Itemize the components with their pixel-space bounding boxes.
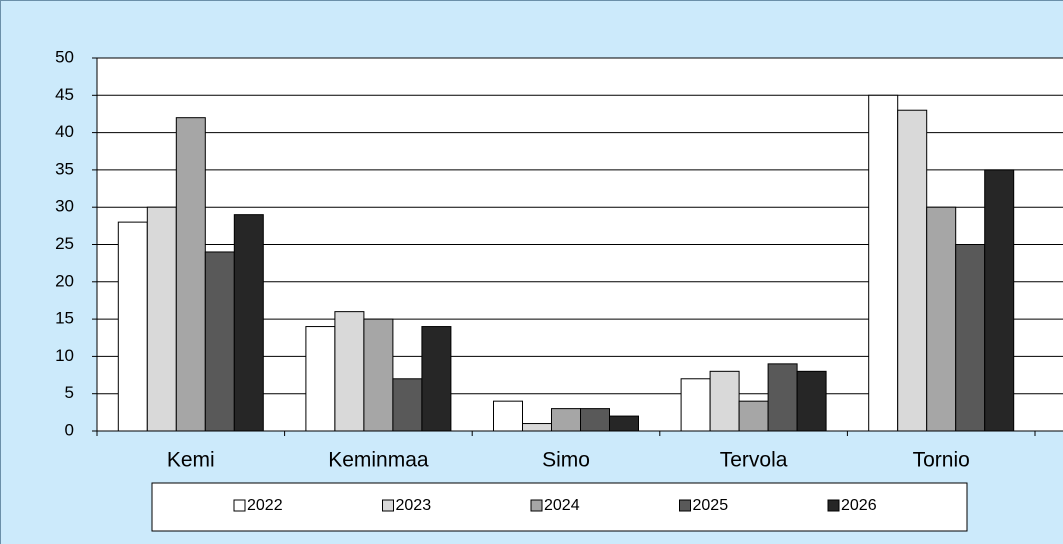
bar: [305, 326, 336, 432]
legend-swatch: [679, 499, 691, 512]
legend-label: 2026: [841, 497, 877, 514]
y-tick-label: 25: [55, 234, 74, 253]
legend-swatch: [382, 499, 394, 512]
bar: [551, 408, 581, 432]
bar: [796, 370, 827, 432]
y-tick-label: 40: [55, 122, 74, 141]
x-tick-label: Tornio: [913, 449, 970, 472]
bar: [868, 94, 899, 432]
y-tick-label: 5: [65, 383, 74, 402]
legend-swatch: [233, 499, 246, 512]
bar: [955, 244, 986, 432]
bar: [334, 311, 365, 432]
bar: [233, 214, 264, 432]
y-tick-label: 0: [65, 420, 74, 439]
bar: [897, 109, 928, 432]
legend-label: 2024: [544, 497, 580, 514]
bar: [580, 408, 610, 432]
legend-swatch: [530, 499, 543, 512]
bar: [204, 251, 235, 432]
bar: [117, 221, 148, 432]
x-tick-label: Keminmaa: [328, 449, 429, 472]
legend-label: 2023: [396, 497, 432, 514]
x-tick-label: Simo: [542, 449, 590, 472]
bar: [680, 378, 711, 432]
legend-label: 2022: [247, 497, 283, 514]
bar: [609, 415, 639, 432]
y-tick-label: 35: [55, 159, 74, 178]
legend-label: 2025: [693, 497, 729, 514]
bar: [522, 423, 552, 432]
bar: [709, 370, 740, 432]
x-tick-label: Kemi: [167, 449, 215, 472]
y-tick-label: 15: [55, 309, 74, 328]
bar: [738, 400, 769, 432]
bar: [767, 363, 798, 432]
y-tick-label: 10: [55, 346, 74, 365]
bar: [421, 326, 452, 432]
y-tick-label: 30: [55, 197, 74, 216]
bar: [926, 206, 957, 432]
bar: [363, 318, 394, 432]
bar: [146, 206, 177, 432]
bar: [392, 378, 423, 432]
y-tick-label: 45: [55, 85, 74, 104]
y-tick-label: 20: [55, 271, 74, 290]
bar: [493, 400, 523, 432]
bar: [175, 117, 206, 432]
x-tick-label: Tervola: [720, 449, 788, 472]
y-tick-label: 50: [55, 47, 74, 66]
legend-swatch: [827, 499, 840, 512]
bar: [984, 169, 1015, 432]
